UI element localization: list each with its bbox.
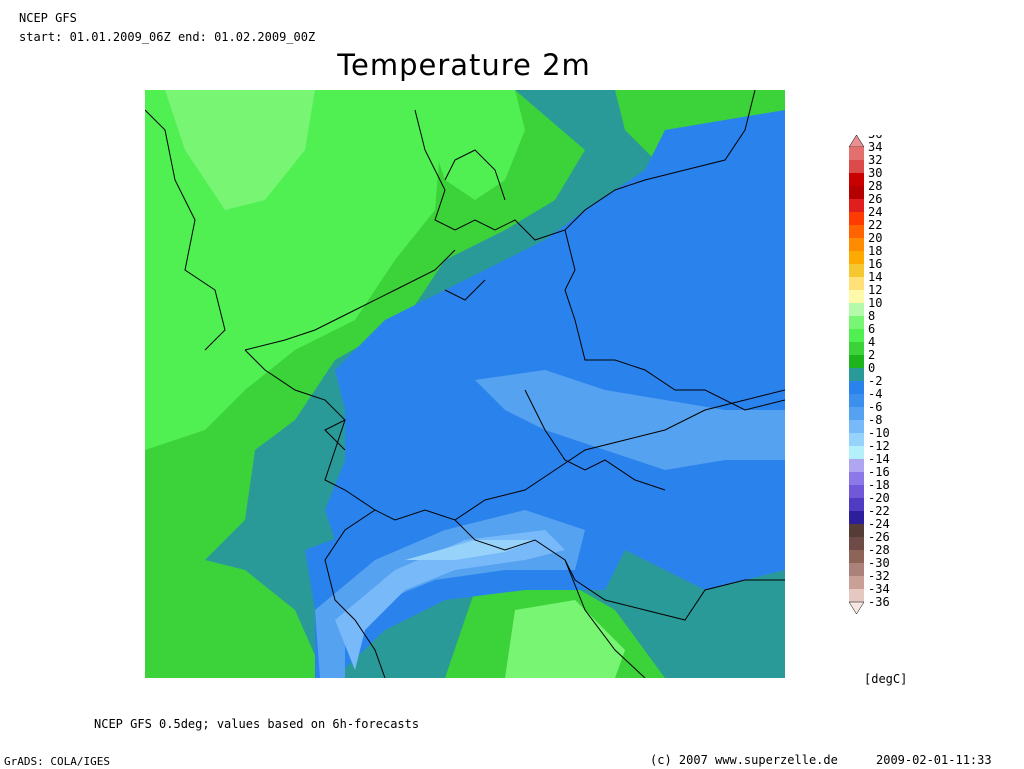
legend-label: 4 [868,335,875,349]
legend-swatch [849,459,864,472]
legend-swatch [849,550,864,563]
legend-label: -14 [868,452,890,466]
legend-label: -20 [868,491,890,505]
legend-swatch [849,290,864,303]
legend-label: 12 [868,283,882,297]
legend-label: -18 [868,478,890,492]
legend-swatch [849,394,864,407]
legend-label: -24 [868,517,890,531]
legend-label: -30 [868,556,890,570]
temperature-field-minus4 [475,370,785,470]
temperature-field-minus2 [325,110,785,590]
legend-label: -12 [868,439,890,453]
legend-label: 26 [868,192,882,206]
legend-label: 10 [868,296,882,310]
legend-swatch [849,264,864,277]
legend-swatch [849,303,864,316]
temperature-field-plus2-south [145,470,235,590]
temperature-field-minus10 [405,540,535,560]
legend-label: 6 [868,322,875,336]
temperature-map[interactable] [145,90,785,678]
legend-swatch [849,407,864,420]
legend-label: -26 [868,530,890,544]
period-label: start: 01.01.2009_06Z end: 01.02.2009_00… [19,30,316,44]
legend-swatch [849,524,864,537]
legend-arrow-top [848,134,865,148]
legend-swatch [849,446,864,459]
legend-swatch [849,225,864,238]
legend-label: -16 [868,465,890,479]
legend-swatch [849,199,864,212]
footnote: NCEP GFS 0.5deg; values based on 6h-fore… [94,717,420,731]
legend-swatch [849,537,864,550]
legend-swatch [849,381,864,394]
legend-label: 2 [868,348,875,362]
legend-swatch [849,485,864,498]
legend-swatch [849,173,864,186]
legend-label: -28 [868,543,890,557]
map-title: Temperature 2m [337,48,591,82]
legend-label: -10 [868,426,890,440]
legend-swatch [849,238,864,251]
legend-swatch [849,329,864,342]
copyright: (c) 2007 www.superzelle.de [650,753,838,767]
timestamp: 2009-02-01-11:33 [876,753,992,767]
legend-swatch [849,355,864,368]
legend-label: -36 [868,595,890,609]
legend-label: 24 [868,205,882,219]
color-legend: 363432302826242220181614121086420-2-4-6-… [848,127,1008,630]
temperature-field-plus4-north [415,90,525,200]
legend-swatch [849,147,864,160]
legend-swatch [849,277,864,290]
legend-swatch [849,368,864,381]
legend-label: -32 [868,569,890,583]
legend-swatch [849,212,864,225]
legend-label: 30 [868,166,882,180]
legend-label: -6 [868,400,882,414]
legend-label: -2 [868,374,882,388]
legend-swatch [849,420,864,433]
legend-label: -8 [868,413,882,427]
legend-swatch [849,316,864,329]
legend-label: 14 [868,270,882,284]
legend-swatch [849,576,864,589]
legend-label: 32 [868,153,882,167]
legend-swatch [849,498,864,511]
legend-swatch [849,472,864,485]
legend-label: -4 [868,387,882,401]
legend-swatch [849,589,864,602]
legend-label: 22 [868,218,882,232]
legend-swatch [849,433,864,446]
legend-swatch [849,251,864,264]
legend-label: 0 [868,361,875,375]
model-label: NCEP GFS [19,11,77,25]
legend-label: 20 [868,231,882,245]
legend-label: 16 [868,257,882,271]
legend-swatch [849,160,864,173]
legend-units: [degC] [864,672,908,686]
legend-label: 28 [868,179,882,193]
legend-label: 18 [868,244,882,258]
country-borders [145,90,785,678]
legend-arrow-bottom [848,601,865,615]
temperature-field-plus6-south [505,600,625,678]
legend-label: -22 [868,504,890,518]
temperature-field-plus6 [165,90,315,210]
legend-swatch [849,186,864,199]
temperature-field-plus2-southwest [145,560,325,678]
legend-label: 8 [868,309,875,323]
legend-swatch [849,563,864,576]
legend-swatch [849,342,864,355]
grads-credit: GrADS: COLA/IGES [4,755,110,768]
legend-label: -34 [868,582,890,596]
legend-swatch [849,511,864,524]
legend-label: 34 [868,140,882,154]
